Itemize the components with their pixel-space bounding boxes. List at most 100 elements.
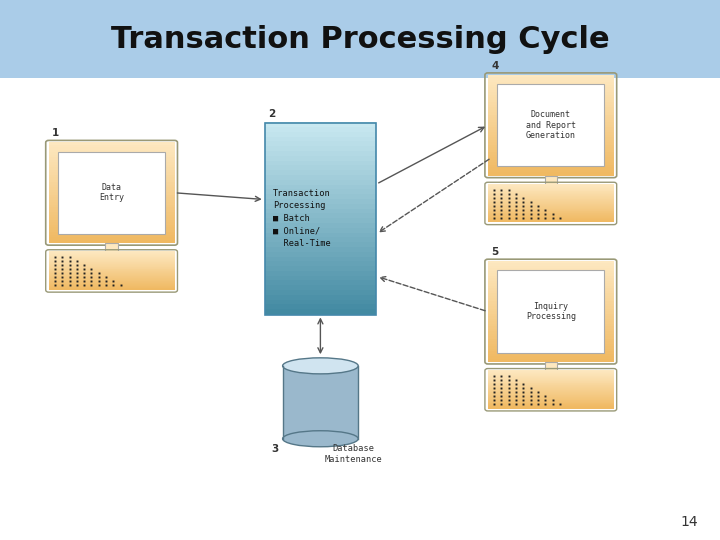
Bar [488,187,614,188]
Bar [488,389,614,391]
Bar [488,296,614,299]
Bar [49,264,174,265]
Bar [265,175,376,180]
Bar [49,273,174,275]
Bar [488,378,614,379]
Bar [488,207,614,208]
Bar [49,263,174,264]
Bar [49,238,174,240]
Bar [49,265,174,266]
Bar [265,151,376,157]
Bar [265,160,376,166]
Bar [488,306,614,309]
Bar [488,293,614,296]
Bar [488,379,614,380]
Bar [488,155,614,158]
Bar [0,0,720,78]
Bar [488,402,614,403]
Text: Inquiry
Processing: Inquiry Processing [526,302,576,321]
Bar [488,354,614,357]
Bar [49,252,174,253]
Bar [49,160,174,163]
Bar [49,215,174,218]
Bar [488,359,614,362]
Bar [49,222,174,225]
Bar [488,339,614,342]
Bar [488,343,614,347]
Bar [488,396,614,397]
Bar [488,105,614,107]
Bar [49,288,174,290]
Bar [488,351,614,354]
Bar [49,225,174,228]
Bar [49,145,174,147]
Bar [49,205,174,208]
Bar [265,295,376,300]
Bar [488,212,614,213]
Bar [265,146,376,152]
Bar [265,271,376,276]
Bar [488,170,614,173]
Bar [488,264,614,266]
Text: 5: 5 [491,247,499,257]
Bar [488,165,614,168]
Bar [488,284,614,286]
Bar [488,79,614,83]
Bar [49,287,174,288]
Bar [488,393,614,395]
Bar [49,220,174,223]
Bar [265,123,376,314]
Bar [488,336,614,339]
Bar [49,200,174,203]
Bar [488,383,614,385]
Bar [488,107,614,110]
Bar [49,255,174,256]
Bar [488,403,614,405]
Text: Database
Maintenance: Database Maintenance [324,444,382,463]
Bar [49,253,174,255]
Bar [488,137,614,140]
Bar [488,349,614,352]
Bar [49,268,174,270]
Bar [488,196,614,198]
Bar [488,370,614,372]
Bar [265,256,376,262]
Text: Transaction Processing Cycle: Transaction Processing Cycle [111,25,609,53]
Bar [488,382,614,384]
Bar [265,194,376,200]
Bar [488,114,614,118]
Ellipse shape [282,358,359,374]
Bar [49,281,174,282]
Bar [488,406,614,408]
Text: 14: 14 [681,515,698,529]
Bar [488,190,614,191]
Bar [49,278,174,280]
Bar [488,185,614,186]
Bar [49,157,174,160]
Bar [488,316,614,319]
Bar [265,275,376,281]
Bar [49,282,174,284]
Bar [488,404,614,406]
Bar [498,271,604,353]
Bar [49,207,174,211]
Bar [265,218,376,224]
Bar [265,305,376,310]
Bar [49,262,174,264]
Bar [488,200,614,201]
Bar [488,125,614,128]
Bar [488,217,614,219]
Bar [488,382,614,383]
Bar [488,160,614,163]
Bar [49,235,174,238]
Bar [488,150,614,153]
Bar [488,356,614,359]
Bar [488,167,614,171]
Bar [498,84,604,166]
Bar [488,206,614,207]
Bar [488,85,614,87]
Bar [488,220,614,221]
Bar [488,94,614,98]
Bar [488,374,614,375]
Bar [265,141,376,147]
